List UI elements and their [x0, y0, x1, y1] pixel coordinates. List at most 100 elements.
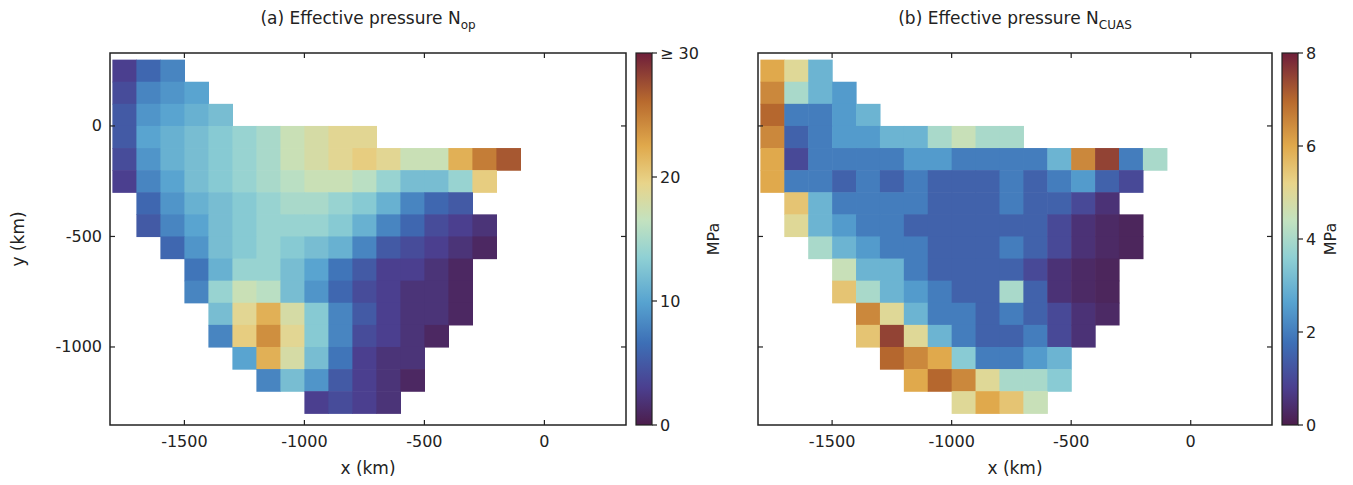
- cell: [1095, 170, 1120, 193]
- cell: [856, 281, 881, 304]
- cell: [232, 126, 257, 149]
- x-tick: [1071, 53, 1072, 58]
- cell: [1119, 236, 1144, 259]
- cell: [376, 192, 401, 215]
- cell: [304, 126, 329, 149]
- y-tick: [621, 236, 626, 237]
- cell: [952, 325, 977, 348]
- cell: [304, 236, 329, 259]
- y-tick: [1267, 346, 1272, 347]
- cell: [160, 236, 185, 259]
- heatmap-cells: [760, 60, 1167, 414]
- cell: [280, 236, 305, 259]
- cell: [928, 214, 953, 237]
- cell: [424, 236, 449, 259]
- cell: [952, 259, 977, 282]
- cell: [880, 325, 905, 348]
- cell: [400, 369, 425, 392]
- colorbar-tick: [1298, 331, 1303, 332]
- cell: [256, 303, 281, 326]
- cell: [136, 214, 161, 237]
- cell: [1047, 325, 1072, 348]
- cell: [928, 126, 953, 149]
- cell: [952, 126, 977, 149]
- cell: [160, 214, 185, 237]
- cell: [952, 303, 977, 326]
- cell: [808, 148, 833, 171]
- y-tick: [110, 346, 115, 347]
- cell: [256, 214, 281, 237]
- cell: [184, 82, 209, 105]
- cell: [976, 369, 1001, 392]
- colorbar-tick-label: 20: [660, 168, 680, 187]
- cell: [448, 170, 473, 193]
- title-subscript: op: [461, 18, 476, 32]
- cell: [904, 192, 929, 215]
- cell: [1071, 192, 1096, 215]
- cell: [832, 236, 857, 259]
- cell: [424, 281, 449, 304]
- cell: [1095, 236, 1120, 259]
- cell: [808, 236, 833, 259]
- cell: [304, 281, 329, 304]
- cell: [352, 281, 377, 304]
- y-tick-label: 0: [92, 116, 102, 135]
- cell: [1119, 148, 1144, 171]
- y-axis-title: y (km): [8, 211, 28, 266]
- cell: [184, 236, 209, 259]
- cell: [208, 126, 233, 149]
- panel: -1500-1000-5000x (km)(b) Effective press…: [758, 8, 1340, 478]
- cell: [304, 303, 329, 326]
- x-axis-title: x (km): [340, 458, 395, 478]
- cell: [976, 347, 1001, 370]
- cell: [376, 347, 401, 370]
- cell: [376, 391, 401, 414]
- x-tick: [1190, 53, 1191, 58]
- cell: [376, 236, 401, 259]
- cell: [136, 170, 161, 193]
- x-tick-label: -500: [1053, 432, 1089, 451]
- cell: [448, 148, 473, 171]
- cell: [808, 214, 833, 237]
- cell: [448, 281, 473, 304]
- cell: [999, 170, 1024, 193]
- cell: [952, 391, 977, 414]
- cell: [880, 192, 905, 215]
- cell: [160, 170, 185, 193]
- cell: [328, 369, 353, 392]
- cell: [976, 303, 1001, 326]
- cell: [856, 259, 881, 282]
- cell: [1119, 170, 1144, 193]
- cell: [904, 325, 929, 348]
- cell: [1023, 148, 1048, 171]
- colorbar-ramp: [1282, 53, 1298, 425]
- colorbar-tick-label: 6: [1306, 137, 1316, 156]
- cell: [856, 148, 881, 171]
- cell: [808, 192, 833, 215]
- y-tick: [621, 346, 626, 347]
- cell: [184, 126, 209, 149]
- cell: [952, 192, 977, 215]
- cell: [496, 148, 521, 171]
- cell: [928, 347, 953, 370]
- cell: [1047, 303, 1072, 326]
- cell: [999, 369, 1024, 392]
- cell: [448, 303, 473, 326]
- cell: [976, 259, 1001, 282]
- cell: [976, 148, 1001, 171]
- colorbar-tick-label: 4: [1306, 230, 1316, 249]
- colorbar-tick: [652, 52, 657, 53]
- x-tick-label: -1000: [928, 432, 975, 451]
- panel: -1500-1000-50000-500-1000x (km)y (km)(a)…: [8, 8, 723, 478]
- cell: [400, 170, 425, 193]
- cell: [1143, 148, 1168, 171]
- cell: [1047, 259, 1072, 282]
- cell: [472, 148, 497, 171]
- cell: [976, 236, 1001, 259]
- cell: [1071, 303, 1096, 326]
- cell: [1047, 236, 1072, 259]
- cell: [184, 170, 209, 193]
- cell: [856, 325, 881, 348]
- cell: [208, 259, 233, 282]
- cell: [1095, 192, 1120, 215]
